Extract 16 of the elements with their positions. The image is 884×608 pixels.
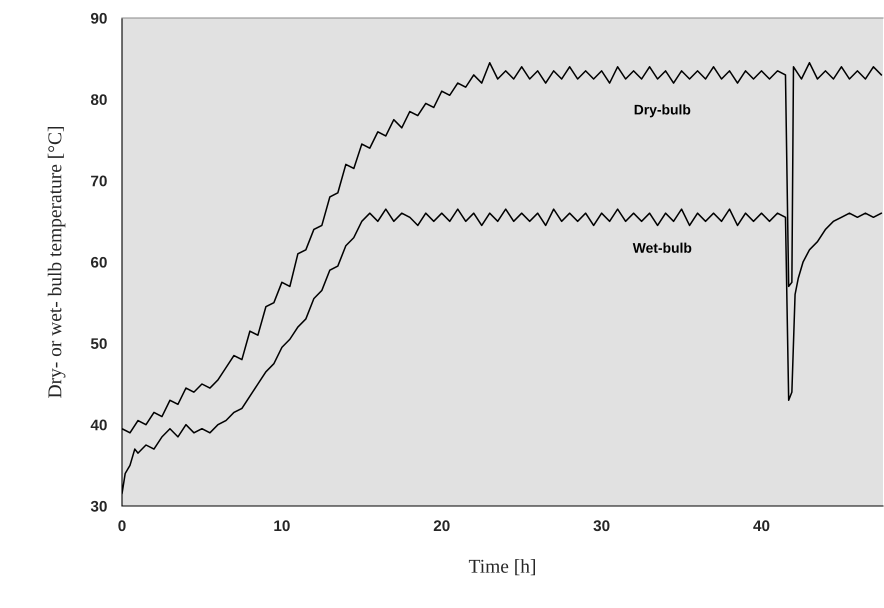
y-tick-label: 40	[90, 420, 107, 430]
series-label: Dry-bulb	[634, 104, 690, 118]
x-tick-label: 30	[593, 520, 610, 532]
x-tick-label: 0	[118, 520, 126, 532]
y-tick-label: 90	[90, 12, 107, 24]
y-axis-title: Dry- or wet- bulb temperature [°C]	[48, 127, 66, 398]
x-tick-label: 20	[434, 520, 450, 532]
y-tick-label: 60	[90, 256, 107, 268]
y-tick-label: 80	[90, 94, 107, 106]
x-axis-title: Time [h]	[468, 559, 535, 576]
y-tick-label: 50	[90, 338, 107, 350]
x-tick-label: 10	[274, 520, 290, 532]
series-label: Wet-bulb	[632, 242, 692, 253]
x-tick-label: 40	[753, 520, 770, 532]
y-tick-label: 70	[91, 176, 107, 186]
y-tick-label: 30	[90, 500, 107, 512]
